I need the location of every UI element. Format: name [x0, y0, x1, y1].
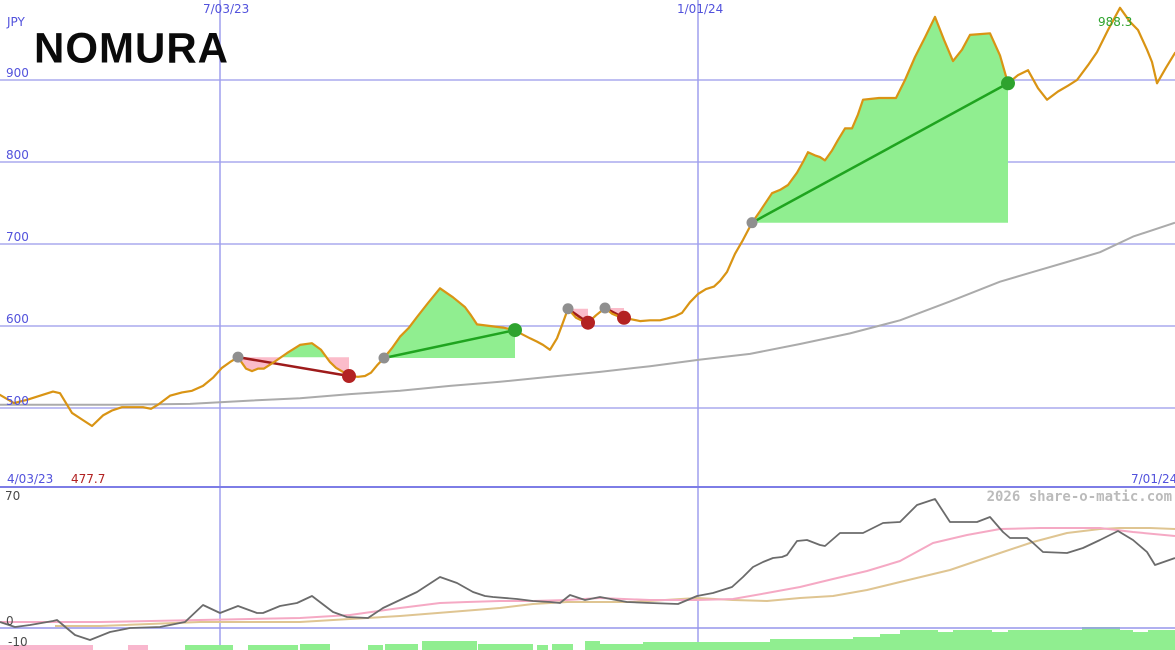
histogram-bar	[938, 632, 953, 650]
x-axis-date-label: 1/01/24	[677, 2, 723, 16]
trade-entry-dot	[562, 303, 574, 315]
oscillator-axis-label: 0	[6, 614, 14, 628]
oscillator-axis-label: 70	[5, 489, 20, 503]
histogram-bar	[300, 644, 330, 650]
histogram-bar	[478, 644, 533, 650]
x-axis-date-label: 7/01/24	[1131, 472, 1175, 486]
histogram-bar	[770, 639, 853, 650]
trade-exit-dot-loss	[617, 310, 631, 325]
histogram-bar	[1120, 630, 1133, 650]
trade-trend-line-win	[751, 82, 1009, 224]
x-axis-date-label: 4/03/23	[7, 472, 53, 486]
histogram-bar	[1082, 627, 1120, 650]
histogram-bar	[552, 644, 573, 650]
histogram-bar	[248, 645, 298, 650]
histogram-bar	[537, 645, 548, 650]
nomura-logo: NOMURA	[34, 23, 229, 72]
trade-gain-fill	[384, 288, 515, 358]
y-axis-label: 700	[6, 230, 29, 244]
histogram-bar	[422, 641, 477, 650]
histogram-bar	[880, 634, 900, 650]
histogram-bar	[128, 645, 148, 650]
trade-trend-line-win	[383, 328, 516, 360]
histogram-bar	[992, 632, 1008, 650]
y-axis-label: 600	[6, 312, 29, 326]
histogram-bar	[900, 630, 938, 650]
trade-exit-dot-loss	[581, 315, 595, 330]
trade-entry-dot	[599, 302, 611, 314]
trade-exit-dot-win	[1001, 76, 1015, 91]
low-value-annotation: 477.7	[71, 472, 105, 486]
moving-average-line	[0, 221, 1175, 406]
oscillator-line	[0, 498, 1175, 641]
y-axis-label: 800	[6, 148, 29, 162]
histogram-bar	[385, 644, 418, 650]
oscillator-histogram	[0, 627, 1175, 650]
oscillator-panel	[0, 498, 1175, 641]
histogram-bar	[1148, 630, 1175, 650]
histogram-bar	[368, 645, 383, 650]
y-axis-label: 500	[6, 394, 29, 408]
trade-exit-dot-loss	[342, 369, 356, 384]
histogram-bar	[1133, 632, 1148, 650]
trade-loss-fill	[238, 357, 282, 372]
histogram-bar	[853, 637, 880, 650]
histogram-bar	[185, 645, 233, 650]
high-value-annotation: 988.3	[1098, 15, 1132, 29]
panel-divider-lines	[0, 486, 1175, 629]
trade-entry-dot	[232, 351, 244, 363]
trade-entry-dot	[378, 352, 390, 364]
y-axis-label: 900	[6, 66, 29, 80]
x-axis-date-label: 7/03/23	[203, 2, 249, 16]
trade-entry-dot	[746, 217, 758, 229]
histogram-bar	[643, 642, 770, 650]
currency-label: JPY	[6, 15, 26, 29]
watermark: 2026 share-o-matic.com	[986, 489, 1172, 505]
histogram-bar	[1008, 630, 1082, 650]
trade-exit-dot-win	[508, 323, 522, 338]
histogram-bar	[585, 641, 600, 650]
histogram-bar	[600, 644, 643, 650]
trade-trend-line-loss	[237, 355, 350, 378]
oscillator-axis-label: -10	[8, 635, 28, 649]
histogram-bar	[0, 645, 93, 650]
oscillator-signal-pink-line	[0, 527, 1175, 623]
histogram-bar	[953, 630, 992, 650]
trade-gain-fill	[752, 16, 1008, 223]
trade-dots	[232, 76, 1015, 384]
